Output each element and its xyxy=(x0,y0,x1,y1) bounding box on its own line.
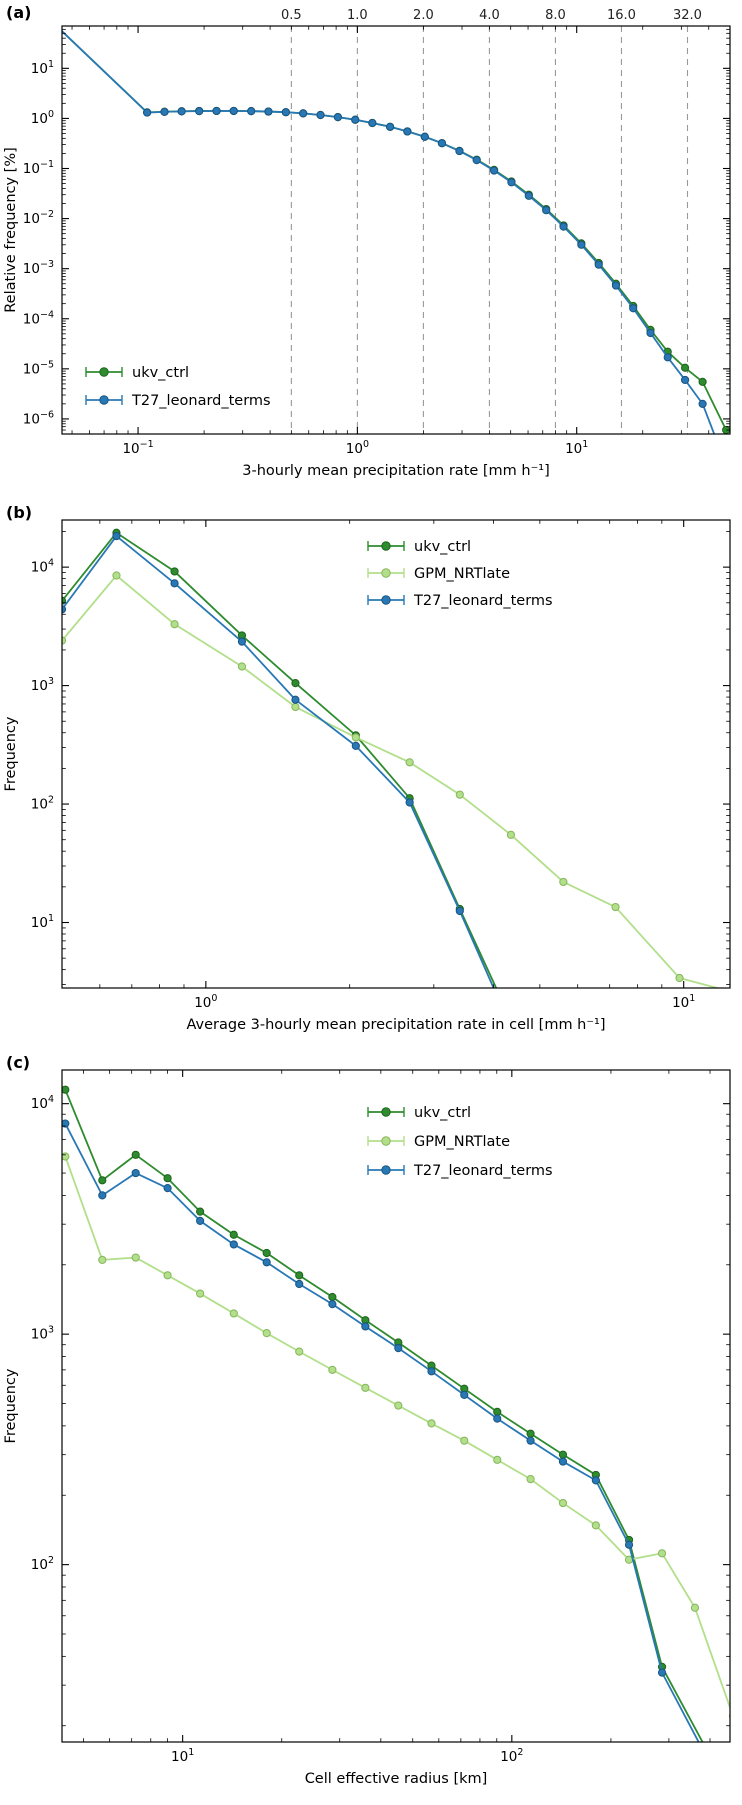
svg-text:ukv_ctrl: ukv_ctrl xyxy=(414,539,471,555)
svg-text:10−1: 10−1 xyxy=(23,159,54,177)
chart-c: 101 102 102 103 104 Cell effective radius [km… xyxy=(3,1069,731,1787)
svg-text:GPM_NRTlate: GPM_NRTlate xyxy=(414,1134,510,1150)
svg-text:103: 103 xyxy=(31,676,54,694)
svg-text:10−5: 10−5 xyxy=(23,359,54,377)
svg-text:0.5: 0.5 xyxy=(281,8,302,23)
svg-text:103: 103 xyxy=(31,1325,54,1343)
svg-text:102: 102 xyxy=(500,1747,523,1765)
svg-text:10−2: 10−2 xyxy=(23,209,54,227)
svg-text:101: 101 xyxy=(565,439,588,457)
svg-text:101: 101 xyxy=(31,59,54,77)
svg-text:100: 100 xyxy=(346,439,369,457)
svg-text:102: 102 xyxy=(31,1555,54,1573)
chart-a: 0.5 1.0 2.0 4.0 8.0 16.0 32.0 10−1 100 101 10−6 10−… xyxy=(3,8,731,479)
svg-text:100: 100 xyxy=(31,109,54,127)
svg-text:T27_leonard_terms: T27_leonard_terms xyxy=(131,393,271,409)
svg-text:Frequency: Frequency xyxy=(3,716,19,791)
svg-text:104: 104 xyxy=(31,1094,54,1112)
svg-text:101: 101 xyxy=(31,913,54,931)
chart-b: 100 101 101 102 103 104 Average 3-hourly mean … xyxy=(3,519,731,1033)
svg-text:4.0: 4.0 xyxy=(479,8,500,23)
svg-text:100: 100 xyxy=(194,993,217,1011)
svg-text:8.0: 8.0 xyxy=(545,8,566,23)
svg-text:Relative frequency [%]: Relative frequency [%] xyxy=(3,147,19,313)
svg-text:1.0: 1.0 xyxy=(347,8,368,23)
svg-text:T27_leonard_terms: T27_leonard_terms xyxy=(413,593,553,609)
svg-text:10−6: 10−6 xyxy=(23,409,54,427)
svg-text:3-hourly mean precipitation ra: 3-hourly mean precipitation rate [mm h⁻¹… xyxy=(242,463,549,479)
svg-text:T27_leonard_terms: T27_leonard_terms xyxy=(413,1163,553,1179)
svg-text:32.0: 32.0 xyxy=(673,8,702,23)
svg-text:101: 101 xyxy=(171,1747,194,1765)
svg-text:2.0: 2.0 xyxy=(413,8,434,23)
panel-c-label: (c) xyxy=(6,1053,31,1072)
svg-text:Cell effective radius [km]: Cell effective radius [km] xyxy=(305,1771,488,1787)
svg-text:ukv_ctrl: ukv_ctrl xyxy=(132,365,189,381)
svg-text:Frequency: Frequency xyxy=(3,1368,19,1443)
panel-b-label: (b) xyxy=(6,503,33,522)
svg-text:Average 3-hourly mean precipit: Average 3-hourly mean precipitation rate… xyxy=(186,1017,605,1033)
svg-text:16.0: 16.0 xyxy=(607,8,636,23)
svg-text:GPM_NRTlate: GPM_NRTlate xyxy=(414,566,510,582)
svg-text:10−1: 10−1 xyxy=(122,439,153,457)
svg-text:10−3: 10−3 xyxy=(23,259,54,277)
panel-a: (a) 0.5 1.0 2.0 4.0 8.0 16.0 32.0 10−1 100 101 10−… xyxy=(0,0,742,500)
panel-b: (b) 100 101 101 102 103 104 Average 3-hourly m… xyxy=(0,500,742,1050)
svg-text:10−4: 10−4 xyxy=(23,309,54,327)
svg-text:104: 104 xyxy=(31,558,54,576)
panel-c: (c) 101 102 102 103 104 Cell effective radius… xyxy=(0,1050,742,1805)
svg-text:102: 102 xyxy=(31,795,54,813)
panel-a-label: (a) xyxy=(6,3,32,22)
svg-text:101: 101 xyxy=(672,993,695,1011)
svg-text:ukv_ctrl: ukv_ctrl xyxy=(414,1105,471,1121)
